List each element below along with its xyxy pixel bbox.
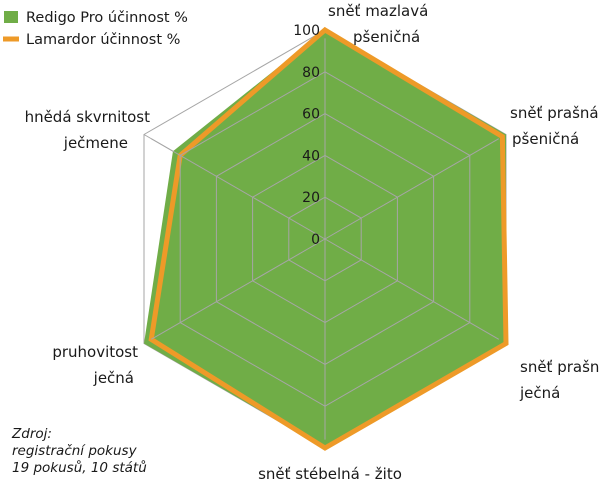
tick-label: 20 <box>302 190 320 206</box>
radar-category-labels: sněť mazlavá pšeničná sněť prašná pšeničná s… <box>25 2 600 483</box>
category-label: ječmene <box>63 134 128 152</box>
tick-label: 60 <box>302 107 320 123</box>
legend: Redigo Pro účinnost % Lamardor účinnost % <box>3 10 188 48</box>
category-label: ječná <box>519 384 560 402</box>
category-label: pšeničná <box>353 28 420 46</box>
source-line: 19 pokusů, 10 států <box>12 460 147 476</box>
category-label: sněť prašná <box>520 358 600 376</box>
tick-label: 80 <box>302 65 320 81</box>
grid-spoke-overlay <box>324 238 500 340</box>
source-line: Zdroj: <box>12 426 52 442</box>
radar-tick-labels: 0 20 40 60 80 100 <box>293 23 320 248</box>
category-label: sněť stébelná - žito <box>258 465 402 483</box>
legend-label: Lamardor účinnost % <box>26 32 180 48</box>
source-line: registrační pokusy <box>12 443 137 459</box>
category-label: pruhovitost <box>52 343 138 361</box>
grid-spoke-overlay <box>150 238 326 340</box>
grid-spoke-overlay <box>324 138 500 240</box>
category-label: sněť prašná <box>510 104 599 122</box>
category-label: ječná <box>93 369 134 387</box>
radar-series <box>144 26 509 451</box>
source-note: Zdroj: registrační pokusy 19 pokusů, 10 … <box>12 426 147 477</box>
category-label: sněť mazlavá <box>328 2 428 20</box>
tick-label: 100 <box>293 23 320 39</box>
radar-grid-overlay <box>150 38 500 440</box>
grid-spoke-overlay <box>150 138 326 240</box>
tick-label: 0 <box>311 232 320 248</box>
tick-label: 40 <box>302 148 320 164</box>
category-label: hnědá skvrnitost <box>25 108 151 126</box>
category-label: pšeničná <box>512 130 579 148</box>
legend-label: Redigo Pro účinnost % <box>26 10 188 26</box>
legend-swatch <box>4 11 18 23</box>
